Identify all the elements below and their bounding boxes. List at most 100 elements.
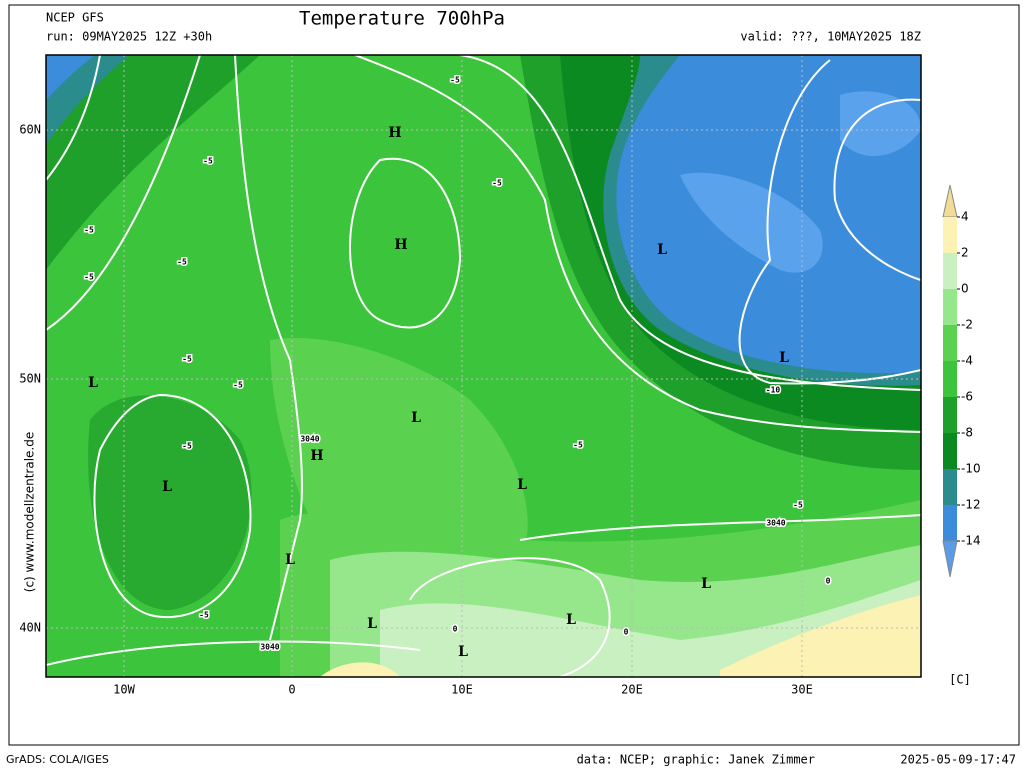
pressure-center: L bbox=[88, 375, 98, 391]
contour-label: -5 bbox=[181, 440, 194, 452]
pressure-center: L bbox=[566, 612, 576, 628]
field bbox=[680, 172, 823, 273]
credits: data: NCEP; graphic: Janek Zimmer bbox=[577, 753, 815, 767]
colorbar-cap bbox=[942, 540, 958, 578]
title: Temperature 700hPa bbox=[299, 8, 505, 30]
contour-label-text: -5 bbox=[182, 355, 192, 364]
map-border bbox=[45, 54, 922, 678]
pressure-center: L bbox=[367, 616, 377, 632]
lat-label: 50N bbox=[19, 372, 41, 386]
map: H H H L L L L L L L L L L L -5 -5 -5 -5 -5 -5 -5 -5 -5 -5 -5 -5 30… bbox=[46, 55, 921, 677]
contour-label-text: 0 bbox=[826, 577, 831, 586]
contour-label: -5 bbox=[176, 256, 189, 268]
contour-label-text: 3040 bbox=[766, 519, 785, 528]
colorbar-label: -2 bbox=[961, 318, 973, 332]
contour-label: 0 bbox=[824, 575, 832, 587]
contour-label: -5 bbox=[83, 224, 96, 236]
contour-label-text: -5 bbox=[84, 226, 94, 235]
field bbox=[720, 595, 921, 677]
contour-label: -5 bbox=[202, 155, 215, 167]
lon-label: 20E bbox=[621, 683, 643, 697]
graticule bbox=[46, 55, 921, 677]
colorbar-label: -10 bbox=[961, 462, 981, 476]
pressure-center: L bbox=[162, 479, 172, 495]
run: run: 09MAY2025 12Z +30h bbox=[46, 30, 212, 44]
contour-label: -5 bbox=[83, 271, 96, 283]
colorbar-segment bbox=[943, 469, 957, 505]
contour-label: -5 bbox=[181, 353, 194, 365]
contours bbox=[46, 55, 921, 677]
colorbar-label: 0 bbox=[961, 282, 969, 296]
contour-label: -5 bbox=[198, 609, 211, 621]
contour-label: 0 bbox=[451, 623, 459, 635]
contour-label: 3040 bbox=[765, 517, 787, 529]
contour-label-text: -5 bbox=[203, 157, 213, 166]
pressure-center: L bbox=[458, 644, 468, 660]
contour-label: -5 bbox=[491, 177, 504, 189]
field bbox=[270, 338, 528, 562]
colorbar-segment bbox=[943, 433, 957, 469]
contour-label-text: 3040 bbox=[260, 643, 279, 652]
contour-label-text: -5 bbox=[450, 76, 460, 85]
pressure-center: L bbox=[411, 410, 421, 426]
colorbar-segment bbox=[943, 289, 957, 325]
lat-label: 60N bbox=[19, 123, 41, 137]
colorbar-segment bbox=[943, 325, 957, 361]
lon-label: 30E bbox=[791, 683, 813, 697]
contour-label-text: -5 bbox=[793, 501, 803, 510]
contour-label-text: -5 bbox=[573, 441, 583, 450]
colorbar-label: 4 bbox=[961, 210, 969, 224]
field bbox=[840, 91, 921, 157]
pressure-center: H bbox=[394, 237, 407, 253]
contour-label-text: 3040 bbox=[300, 435, 319, 444]
model: NCEP GFS bbox=[46, 11, 104, 25]
colorbar-label: -6 bbox=[961, 390, 973, 404]
colorbar-label: -14 bbox=[961, 534, 981, 548]
copyright: (c) www.modellzentrale.de bbox=[23, 432, 37, 592]
contour-label: -5 bbox=[449, 74, 462, 86]
colorbar-label: 2 bbox=[961, 246, 969, 260]
unit: [C] bbox=[949, 673, 971, 687]
contour-label: -5 bbox=[572, 439, 585, 451]
timestamp: 2025-05-09-17:47 bbox=[900, 753, 1016, 767]
colorbar-segment bbox=[943, 253, 957, 289]
colorbar-segment bbox=[943, 361, 957, 397]
colorbar-label: -8 bbox=[961, 426, 973, 440]
pressure-center: H bbox=[310, 448, 323, 464]
contour-label-text: -10 bbox=[766, 386, 781, 395]
valid: valid: ???, 10MAY2025 18Z bbox=[740, 30, 921, 44]
contour-label-text: 0 bbox=[453, 625, 458, 634]
contour-label: -5 bbox=[232, 379, 245, 391]
field bbox=[88, 395, 252, 610]
field bbox=[46, 55, 95, 100]
contour-label-text: -5 bbox=[182, 442, 192, 451]
pressure-center: L bbox=[701, 576, 711, 592]
contour-label-text: -5 bbox=[177, 258, 187, 267]
colorbar-segment bbox=[943, 397, 957, 433]
pressure-center: L bbox=[779, 350, 789, 366]
field bbox=[46, 55, 260, 270]
colorbar-segment bbox=[943, 217, 957, 253]
software: GrADS: COLA/IGES bbox=[6, 753, 109, 766]
lon-label: 10W bbox=[113, 683, 135, 697]
contour-label: 3040 bbox=[259, 641, 281, 653]
lon-label: 10E bbox=[451, 683, 473, 697]
colorbar-segment bbox=[943, 505, 957, 541]
contour-label-text: 0 bbox=[624, 628, 629, 637]
contour-label: -5 bbox=[792, 499, 805, 511]
colorbar-label: -4 bbox=[961, 354, 973, 368]
colorbar-label: -12 bbox=[961, 498, 981, 512]
contour-label: -10 bbox=[764, 384, 782, 396]
field bbox=[320, 662, 400, 677]
pressure-center: L bbox=[517, 477, 527, 493]
contour-label-text: -5 bbox=[492, 179, 502, 188]
pressure-center: L bbox=[285, 552, 295, 568]
contour-label-text: -5 bbox=[84, 273, 94, 282]
contour-label: 3040 bbox=[299, 433, 321, 445]
pressure-center: L bbox=[657, 242, 667, 258]
contour-label: 0 bbox=[622, 626, 630, 638]
pressure-center: H bbox=[388, 125, 401, 141]
contour-label-text: -5 bbox=[233, 381, 243, 390]
lat-label: 40N bbox=[19, 621, 41, 635]
